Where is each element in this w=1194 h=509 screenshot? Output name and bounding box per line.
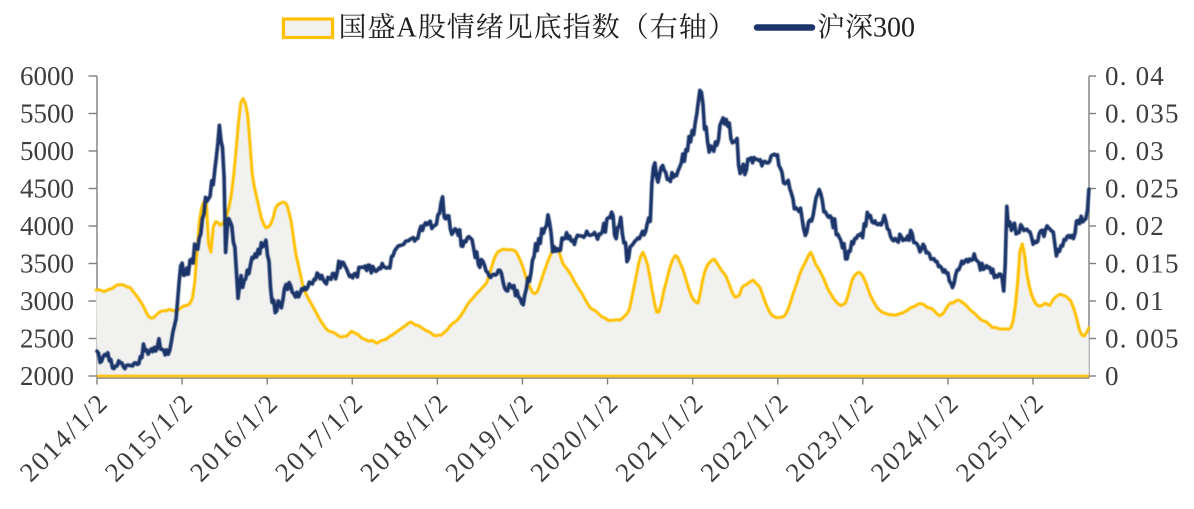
legend-swatch-sentiment <box>281 17 335 40</box>
y-axis-right-label: 0. 03 <box>1105 136 1165 166</box>
series-layer <box>94 88 1091 378</box>
x-axis-label: 2020/1/2 <box>524 387 624 487</box>
y-axis-left-label: 5500 <box>20 99 74 129</box>
y-axis-right-label: 0 <box>1105 361 1120 391</box>
x-axis-label: 2015/1/2 <box>99 387 199 487</box>
y-axis-right-label: 0. 015 <box>1105 249 1180 279</box>
y-axis-left-label: 5000 <box>20 136 74 166</box>
x-axis-label: 2018/1/2 <box>354 387 454 487</box>
x-axis-label: 2016/1/2 <box>184 387 284 487</box>
sentiment-area-fill <box>96 98 1089 376</box>
y-axis-left-label: 2500 <box>20 324 74 354</box>
y-axis-right-label: 0. 04 <box>1105 61 1165 91</box>
x-axis-label: 2022/1/2 <box>695 387 795 487</box>
sentiment-line <box>94 97 1091 345</box>
y-axis-right-label: 0. 005 <box>1105 324 1180 354</box>
y-axis-left-label: 6000 <box>20 61 74 91</box>
y-axis-left-label: 4500 <box>20 174 74 204</box>
legend: 国盛A股情绪见底指数（右轴） 沪深300 <box>281 6 915 46</box>
y-axis-right-label: 0. 02 <box>1105 211 1165 241</box>
y-axis-right-label: 0. 035 <box>1105 99 1180 129</box>
legend-label-csi300: 沪深300 <box>817 6 915 46</box>
y-axis-left-label: 4000 <box>20 211 74 241</box>
csi300-line <box>95 88 1091 371</box>
x-axis-label: 2014/1/2 <box>14 387 114 487</box>
y-axis-left-label: 2000 <box>20 361 74 391</box>
x-axis-label: 2025/1/2 <box>950 387 1050 487</box>
x-axis-label: 2019/1/2 <box>439 387 539 487</box>
y-axis-right-label: 0. 025 <box>1105 174 1180 204</box>
sentiment-line-spike-overlay <box>1011 242 1038 323</box>
x-axis-label: 2021/1/2 <box>609 387 709 487</box>
legend-label-sentiment: 国盛A股情绪见底指数（右轴） <box>339 6 737 46</box>
x-axis-label: 2023/1/2 <box>780 387 880 487</box>
x-axis-label: 2024/1/2 <box>865 387 965 487</box>
x-axis-label: 2017/1/2 <box>269 387 369 487</box>
y-axis-left-label: 3000 <box>20 286 74 316</box>
y-axis-left-label: 3500 <box>20 249 74 279</box>
y-axis-right-label: 0. 01 <box>1105 286 1165 316</box>
